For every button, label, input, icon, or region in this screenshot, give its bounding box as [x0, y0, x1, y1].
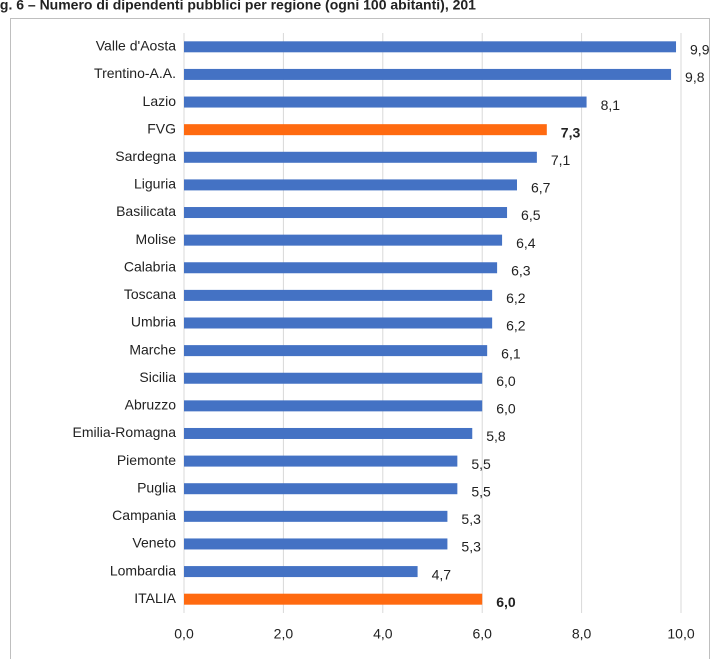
bar — [184, 566, 418, 578]
y-tick-label: Sardegna — [115, 148, 176, 164]
bar — [184, 289, 493, 301]
bar — [184, 400, 483, 412]
bar — [184, 151, 537, 163]
y-tick-label: Abruzzo — [125, 397, 177, 413]
bar — [184, 483, 458, 495]
bar — [184, 262, 498, 274]
y-tick-label: ITALIA — [134, 590, 176, 606]
x-tick-label: 0,0 — [174, 626, 194, 642]
value-label: 4,7 — [432, 566, 452, 582]
bar — [184, 96, 587, 108]
bar — [184, 124, 547, 136]
value-label: 6,0 — [496, 594, 516, 610]
x-tick-label: 4,0 — [373, 626, 393, 642]
x-tick-label: 6,0 — [472, 626, 492, 642]
y-tick-label: Marche — [129, 341, 176, 357]
bar — [184, 427, 473, 439]
y-tick-label: Lazio — [143, 93, 177, 109]
value-label: 6,4 — [516, 235, 536, 251]
bar — [184, 234, 503, 246]
y-tick-label: Sicilia — [139, 369, 176, 385]
y-tick-label: Campania — [112, 507, 176, 523]
bar — [184, 455, 458, 467]
y-tick-label: Piemonte — [117, 452, 176, 468]
y-tick-label: Toscana — [124, 286, 176, 302]
chart-title: ig. 6 – Numero di dipendenti pubblici pe… — [0, 0, 476, 13]
value-label: 8,1 — [601, 97, 621, 113]
bar — [184, 593, 483, 605]
x-tick-label: 10,0 — [667, 626, 694, 642]
y-tick-label: Emilia-Romagna — [73, 424, 177, 440]
y-tick-label: Veneto — [132, 535, 176, 551]
y-tick-label: Liguria — [134, 176, 176, 192]
y-tick-label: Basilicata — [116, 203, 176, 219]
value-label: 9,9 — [690, 42, 710, 58]
bar — [184, 68, 672, 80]
y-tick-label: FVG — [147, 120, 176, 136]
y-tick-label: Trentino-A.A. — [94, 65, 176, 81]
bar — [184, 538, 448, 550]
y-tick-label: Umbria — [131, 314, 176, 330]
value-label: 6,0 — [496, 373, 516, 389]
y-tick-label: Molise — [136, 231, 177, 247]
value-label: 5,3 — [461, 511, 481, 527]
x-tick-label: 2,0 — [274, 626, 294, 642]
y-tick-label: Valle d'Aosta — [96, 38, 176, 54]
y-tick-label: Calabria — [124, 258, 176, 274]
value-label: 5,5 — [471, 456, 491, 472]
value-label: 6,3 — [511, 262, 531, 278]
bar — [184, 345, 488, 357]
value-label: 6,2 — [506, 290, 526, 306]
value-label: 5,8 — [486, 428, 506, 444]
value-label: 6,2 — [506, 318, 526, 334]
value-label: 9,8 — [685, 69, 705, 85]
value-label: 6,0 — [496, 401, 516, 417]
bar — [184, 179, 517, 191]
bar — [184, 41, 677, 53]
y-tick-label: Lombardia — [110, 562, 176, 578]
value-label: 7,3 — [561, 124, 581, 140]
y-tick-label: Puglia — [137, 479, 176, 495]
chart-frame — [10, 18, 710, 659]
bar — [184, 207, 508, 219]
value-label: 5,3 — [461, 539, 481, 555]
value-label: 6,5 — [521, 207, 541, 223]
bar — [184, 317, 493, 329]
bar — [184, 372, 483, 384]
x-tick-label: 8,0 — [572, 626, 592, 642]
value-label: 6,1 — [501, 345, 521, 361]
bar — [184, 510, 448, 522]
value-label: 6,7 — [531, 180, 551, 196]
value-label: 7,1 — [551, 152, 571, 168]
value-label: 5,5 — [471, 483, 491, 499]
